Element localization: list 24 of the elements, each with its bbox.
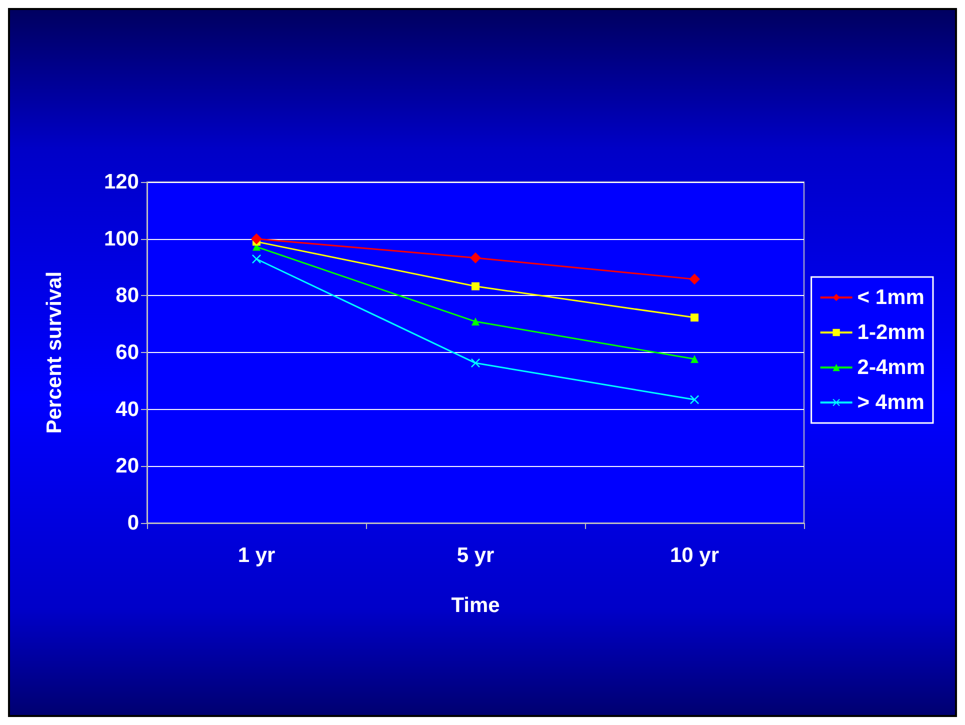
point — [690, 314, 698, 322]
legend-label: 2-4mm — [857, 356, 926, 379]
x-axis-title: Time — [451, 594, 500, 617]
legend-label: 1-2mm — [857, 321, 926, 344]
point — [470, 252, 481, 264]
y-tick-label: 60 — [116, 341, 139, 364]
x-tick-label: 1 yr — [238, 544, 276, 567]
point — [690, 355, 698, 364]
y-tick-label: 100 — [104, 227, 139, 250]
y-axis-title: Percent survival — [43, 271, 66, 434]
point — [472, 282, 480, 290]
y-tick-label: 20 — [116, 454, 139, 478]
point — [690, 395, 699, 404]
y-tick-label: 120 — [104, 170, 139, 194]
legend-label: > 4mm — [857, 391, 924, 414]
point — [472, 318, 480, 326]
point — [689, 274, 700, 285]
y-tick-label: 40 — [116, 398, 139, 421]
y-tick-label: 80 — [116, 284, 139, 308]
y-tick-label: 0 — [127, 512, 139, 534]
x-tick-label: 5 yr — [456, 544, 494, 567]
x-tick-label: 10 yr — [670, 544, 720, 567]
point — [251, 233, 262, 244]
legend-label: < 1mm — [857, 286, 924, 309]
